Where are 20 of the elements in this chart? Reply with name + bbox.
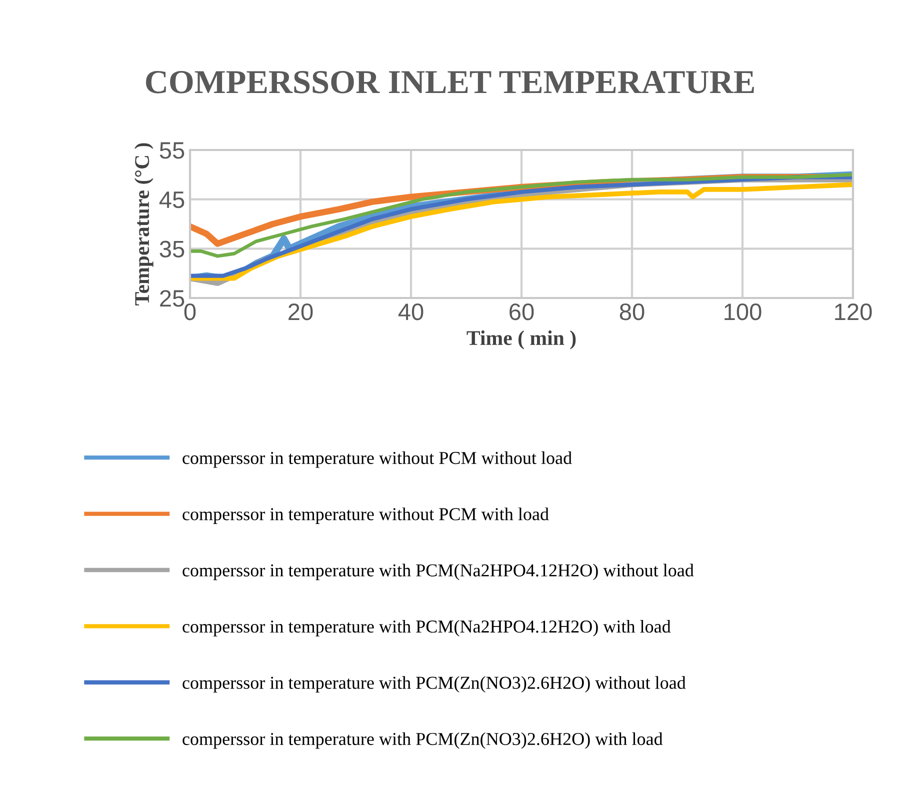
legend-label: comperssor in temperature with PCM(Na2HPO4.12H2O) with load bbox=[182, 620, 671, 636]
x-tick-label: 120 bbox=[835, 303, 872, 320]
x-tick-label: 0 bbox=[184, 303, 196, 320]
legend-label: comperssor in temperature without PCM without load bbox=[182, 451, 572, 468]
chart-title: COMPERSSOR INLET TEMPERATURE bbox=[146, 70, 754, 94]
y-axis-title: Temperature (°C ) bbox=[134, 143, 154, 306]
x-tick-label: 60 bbox=[510, 303, 534, 320]
y-tick-label: 35 bbox=[160, 240, 184, 258]
y-tick-label: 45 bbox=[159, 192, 184, 208]
y-tick-label: 55 bbox=[160, 142, 184, 159]
x-tick-label: 40 bbox=[398, 303, 424, 320]
x-tick-label: 20 bbox=[288, 303, 313, 320]
legend-label: comperssor in temperature with PCM(Na2HPO4.12H2O) without load bbox=[182, 564, 694, 580]
legend-label: comperssor in temperature without PCM with load bbox=[182, 508, 549, 524]
legend-label: comperssor in temperature with PCM(Zn(NO3)2.6H2O) without load bbox=[182, 676, 686, 693]
x-tick-label: 80 bbox=[620, 303, 644, 320]
y-tick-label: 25 bbox=[160, 290, 184, 307]
x-tick-label: 100 bbox=[724, 303, 762, 320]
x-axis-title: Time ( min ) bbox=[466, 330, 576, 350]
legend-label: comperssor in temperature with PCM(Zn(NO3)2.6H2O) with load bbox=[182, 732, 663, 749]
